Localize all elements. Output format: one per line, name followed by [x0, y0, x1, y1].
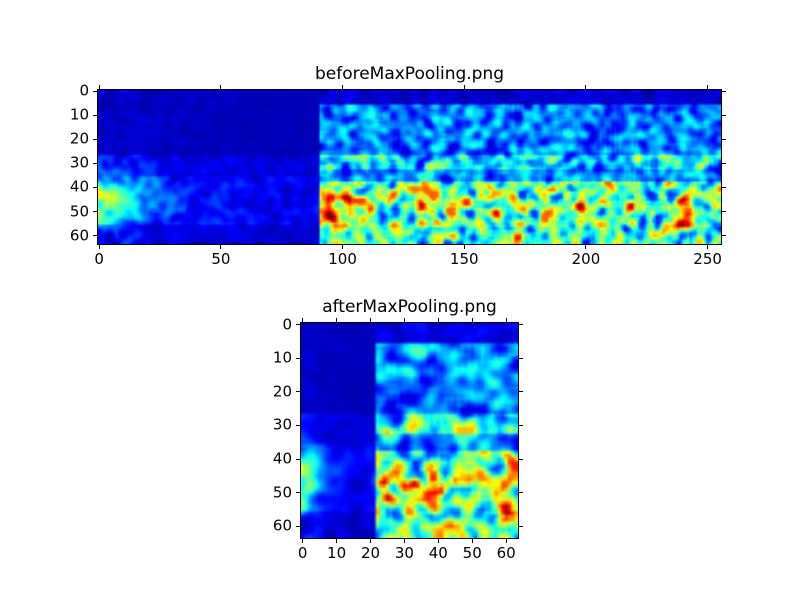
axis-tick	[519, 424, 523, 426]
y-tick-label: 20	[272, 382, 292, 401]
axis-tick	[585, 85, 587, 89]
axis-tick	[220, 85, 222, 89]
y-tick-label: 10	[272, 348, 292, 367]
axis-tick	[370, 318, 371, 322]
axis-tick	[437, 318, 439, 322]
axis-tick	[463, 245, 465, 249]
axis-tick	[296, 324, 300, 326]
axis-tick	[722, 138, 726, 140]
y-tick-label: 30	[69, 153, 89, 172]
axis-tick	[519, 525, 523, 527]
axis-tick	[722, 162, 726, 164]
axis-tick	[722, 235, 726, 237]
axis-tick	[93, 235, 97, 237]
y-tick-label: 50	[69, 202, 89, 221]
y-tick-label: 0	[79, 81, 89, 100]
y-tick-label: 50	[272, 483, 292, 502]
axis-tick	[722, 114, 726, 116]
x-tick-label: 50	[462, 544, 482, 562]
x-tick-label: 50	[211, 250, 231, 268]
axis-tick	[302, 539, 304, 543]
x-tick-label: 20	[360, 544, 381, 562]
axis-tick	[707, 85, 709, 89]
axis-tick	[93, 186, 97, 188]
axis-tick	[707, 245, 709, 249]
axis-tick	[505, 539, 507, 543]
x-tick-label: 250	[693, 250, 722, 268]
axis-tick	[722, 211, 726, 213]
axis-tick	[403, 318, 405, 322]
axis-tick	[296, 525, 300, 527]
axis-tick	[93, 114, 97, 116]
axis-tick	[296, 424, 300, 426]
axis-tick	[296, 391, 300, 393]
after-maxpooling-title: afterMaxPooling.png	[322, 297, 497, 317]
axis-tick	[722, 90, 726, 92]
y-tick-label: 0	[282, 315, 292, 334]
y-tick-label: 40	[272, 449, 292, 468]
axis-tick	[93, 162, 97, 164]
axis-tick	[93, 90, 97, 92]
axis-tick	[93, 138, 97, 140]
axis-tick	[585, 245, 587, 249]
axis-tick	[220, 245, 222, 249]
axis-tick	[93, 211, 97, 213]
axis-tick	[519, 391, 523, 393]
x-tick-label: 0	[297, 544, 308, 562]
axis-tick	[722, 186, 726, 188]
axis-tick	[437, 539, 439, 543]
x-tick-label: 10	[327, 544, 347, 562]
axis-tick	[463, 85, 465, 89]
axis-tick	[471, 318, 473, 322]
axis-tick	[342, 245, 344, 249]
axis-tick	[505, 318, 507, 322]
axis-tick	[370, 539, 371, 543]
axis-tick	[403, 539, 405, 543]
y-tick-label: 60	[69, 226, 89, 245]
y-tick-label: 10	[69, 105, 89, 124]
x-tick-label: 60	[496, 544, 516, 562]
before-maxpooling-plot: beforeMaxPooling.png 0 50 100 150 200 250 0 10 2…	[70, 64, 726, 268]
x-tick-label: 150	[449, 250, 479, 268]
axis-tick	[342, 85, 344, 89]
axis-tick	[519, 458, 523, 460]
axis-tick	[296, 458, 300, 460]
x-tick-label: 200	[571, 250, 601, 268]
axis-tick	[471, 539, 473, 543]
y-tick-label: 40	[69, 177, 89, 196]
axis-tick	[302, 318, 304, 322]
axis-tick	[336, 539, 338, 543]
x-tick-label: 100	[328, 250, 357, 268]
axis-tick	[519, 357, 523, 359]
x-tick-label: 30	[394, 544, 414, 562]
axis-tick	[336, 318, 338, 322]
after-maxpooling-heatmap	[301, 323, 518, 538]
axis-tick	[296, 357, 300, 359]
x-tick-label: 0	[94, 250, 104, 268]
x-tick-label: 40	[428, 544, 448, 562]
before-maxpooling-title: beforeMaxPooling.png	[314, 64, 505, 84]
axis-tick	[98, 245, 100, 249]
axis-tick	[98, 85, 100, 89]
before-maxpooling-heatmap	[98, 90, 721, 244]
axis-tick	[519, 492, 523, 494]
axis-tick	[296, 492, 300, 494]
y-tick-label: 60	[272, 516, 292, 535]
after-maxpooling-plot: afterMaxPooling.png 0 10 20 30 40 50 60 0 10 20 30…	[273, 297, 523, 562]
axis-tick	[519, 324, 523, 326]
y-tick-label: 30	[272, 415, 292, 434]
y-tick-label: 20	[69, 129, 89, 148]
